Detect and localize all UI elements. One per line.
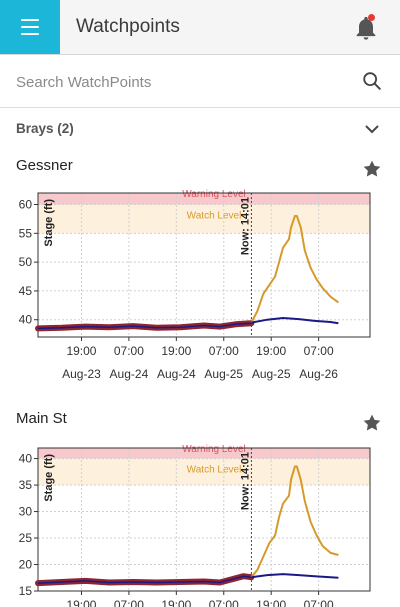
stage-chart-main-st: Warning Level Watch Level 15 20 25 30 35 40 19:0… xyxy=(0,440,400,607)
now-label: Now: 14:01 xyxy=(239,452,251,510)
x-tick-label: 07:00 xyxy=(304,344,334,358)
x-date-label: Aug-25 xyxy=(204,367,243,381)
chart-svg: Warning Level Watch Level 15 20 25 30 35 40 19:0… xyxy=(19,444,371,607)
series-forecast-low xyxy=(251,317,339,325)
x-tick-label: 19:00 xyxy=(66,344,96,358)
x-date-label: Aug-26 xyxy=(299,367,338,381)
search-icon[interactable] xyxy=(361,70,383,92)
y-axis-label: Stage (ft) xyxy=(43,454,55,502)
y-tick-label: 55 xyxy=(19,226,33,240)
page-title: Watchpoints xyxy=(76,16,180,37)
band-label: Watch Level xyxy=(187,465,242,476)
group-header-brays[interactable]: Brays (2) xyxy=(0,109,400,149)
x-tick-label: 19:00 xyxy=(256,344,286,358)
x-tick-label: 07:00 xyxy=(209,598,239,607)
x-tick-label: 07:00 xyxy=(209,344,239,358)
x-tick-label: 19:00 xyxy=(161,344,191,358)
x-date-label: Aug-23 xyxy=(62,367,101,381)
y-axis-label: Stage (ft) xyxy=(43,199,55,247)
series-forecast-low xyxy=(251,573,339,579)
x-date-label: Aug-25 xyxy=(252,367,291,381)
y-tick-label: 30 xyxy=(19,505,33,519)
x-tick-label: 19:00 xyxy=(161,598,191,607)
series-observed-core xyxy=(37,322,252,330)
watchpoint-title-gessner[interactable]: Gessner xyxy=(16,157,73,174)
x-tick-label: 07:00 xyxy=(114,344,144,358)
series-observed-core xyxy=(37,575,252,584)
chevron-down-icon[interactable] xyxy=(364,123,380,135)
series-forecast-high xyxy=(250,465,339,578)
notification-bell-icon[interactable] xyxy=(352,14,380,42)
series-forecast-high xyxy=(250,215,339,324)
star-icon[interactable] xyxy=(362,159,382,179)
y-tick-label: 60 xyxy=(19,198,33,212)
y-tick-label: 20 xyxy=(19,558,33,572)
search-input[interactable] xyxy=(16,68,346,96)
band-0 xyxy=(38,448,370,459)
x-tick-label: 07:00 xyxy=(114,598,144,607)
y-tick-label: 35 xyxy=(19,478,33,492)
band-1 xyxy=(38,458,370,486)
x-date-label: Aug-24 xyxy=(110,367,149,381)
y-tick-label: 40 xyxy=(19,313,33,327)
band-label: Warning Level xyxy=(182,189,246,200)
x-tick-label: 19:00 xyxy=(66,598,96,607)
x-tick-label: 19:00 xyxy=(256,598,286,607)
y-tick-label: 15 xyxy=(19,584,33,598)
x-tick-label: 07:00 xyxy=(304,598,334,607)
watchpoint-title-main-st[interactable]: Main St xyxy=(16,410,67,427)
app-bar: Watchpoints xyxy=(0,0,400,55)
chart-svg: Warning Level Watch Level 40 45 50 55 60 19:00 A… xyxy=(19,189,371,381)
notification-badge xyxy=(368,14,375,21)
band-0 xyxy=(38,193,370,205)
hamburger-menu-icon[interactable] xyxy=(0,0,60,54)
band-label: Watch Level xyxy=(187,211,242,222)
x-date-label: Aug-24 xyxy=(157,367,196,381)
y-tick-label: 50 xyxy=(19,255,33,269)
y-tick-label: 25 xyxy=(19,531,33,545)
band-1 xyxy=(38,204,370,234)
group-label: Brays (2) xyxy=(16,121,74,136)
y-tick-label: 40 xyxy=(19,452,33,466)
plot-frame xyxy=(37,192,371,338)
plot-frame xyxy=(37,447,371,592)
y-tick-label: 45 xyxy=(19,284,33,298)
stage-chart-gessner: Warning Level Watch Level 40 45 50 55 60 19:00 A… xyxy=(0,185,400,385)
now-label: Now: 14:01 xyxy=(239,197,251,255)
band-label: Warning Level xyxy=(182,444,246,455)
star-icon[interactable] xyxy=(362,413,382,433)
search-bar xyxy=(0,56,400,108)
